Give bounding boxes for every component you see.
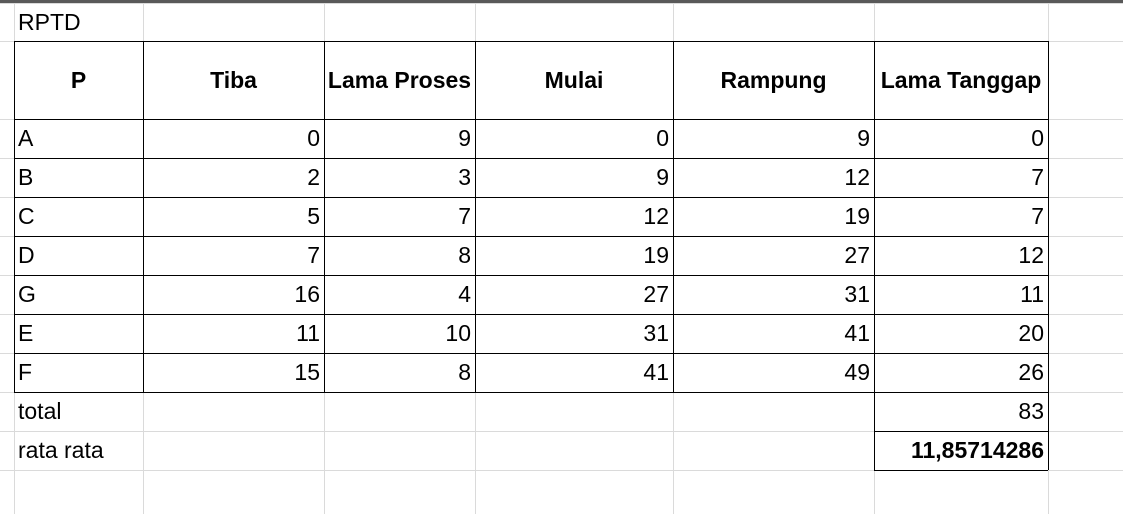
cell-mulai[interactable]: 27 (643, 281, 669, 307)
cell-mulai[interactable]: 0 (656, 125, 669, 151)
header-lama-tanggap[interactable]: Lama Tanggap (880, 67, 1042, 93)
cell-lama-tanggap[interactable]: 7 (1031, 203, 1044, 229)
cell-lama-tanggap[interactable]: 11 (1020, 281, 1044, 307)
cell-lama-tanggap[interactable]: 26 (1018, 359, 1044, 385)
cell-title[interactable]: RPTD (18, 8, 81, 35)
cell-process[interactable]: F (18, 359, 33, 385)
cell-tiba[interactable]: 16 (294, 281, 320, 307)
cell-tiba[interactable]: 2 (307, 164, 320, 190)
cell-mulai[interactable]: 12 (643, 203, 669, 229)
cell-tiba[interactable]: 15 (294, 359, 320, 385)
header-mulai[interactable]: Mulai (544, 67, 604, 93)
cell-process[interactable]: A (18, 125, 34, 151)
cell-process[interactable]: E (18, 320, 34, 346)
header-p[interactable]: P (70, 67, 87, 93)
cell-mulai[interactable]: 31 (643, 320, 669, 346)
cell-lama-tanggap[interactable]: 0 (1031, 125, 1044, 151)
cell-lama-proses[interactable]: 4 (458, 281, 471, 307)
total-value[interactable]: 83 (1018, 398, 1044, 424)
average-value[interactable]: 11,85714286 (910, 437, 1044, 463)
cell-process[interactable]: B (18, 164, 34, 190)
header-lama-proses[interactable]: Lama Proses (327, 67, 472, 93)
cell-lama-proses[interactable]: 10 (445, 320, 471, 346)
cell-tiba[interactable]: 11 (296, 320, 320, 346)
total-label[interactable]: total (18, 398, 62, 424)
cell-lama-tanggap[interactable]: 20 (1018, 320, 1044, 346)
cell-tiba[interactable]: 7 (307, 242, 320, 268)
cell-rampung[interactable]: 9 (857, 125, 870, 151)
cell-rampung[interactable]: 27 (844, 242, 870, 268)
cell-lama-proses[interactable]: 8 (458, 359, 471, 385)
cell-rampung[interactable]: 31 (844, 281, 870, 307)
cell-lama-proses[interactable]: 7 (458, 203, 471, 229)
cell-lama-proses[interactable]: 9 (458, 125, 471, 151)
average-label[interactable]: rata rata (18, 437, 104, 463)
cell-mulai[interactable]: 41 (643, 359, 669, 385)
cell-rampung[interactable]: 19 (844, 203, 870, 229)
header-rampung[interactable]: Rampung (720, 67, 827, 93)
cell-tiba[interactable]: 5 (307, 203, 320, 229)
cell-lama-tanggap[interactable]: 12 (1018, 242, 1044, 268)
cell-process[interactable]: C (18, 203, 35, 229)
header-tiba[interactable]: Tiba (210, 67, 257, 93)
cell-process[interactable]: G (18, 281, 36, 307)
cell-process[interactable]: D (18, 242, 35, 268)
cell-mulai[interactable]: 9 (656, 164, 669, 190)
cell-rampung[interactable]: 49 (844, 359, 870, 385)
cell-lama-proses[interactable]: 3 (458, 164, 471, 190)
cell-tiba[interactable]: 0 (307, 125, 320, 151)
cell-mulai[interactable]: 19 (643, 242, 669, 268)
window-top-border (0, 0, 1123, 3)
cell-lama-tanggap[interactable]: 7 (1031, 164, 1044, 190)
cell-lama-proses[interactable]: 8 (458, 242, 471, 268)
cell-rampung[interactable]: 12 (844, 164, 870, 190)
cell-rampung[interactable]: 41 (844, 320, 870, 346)
